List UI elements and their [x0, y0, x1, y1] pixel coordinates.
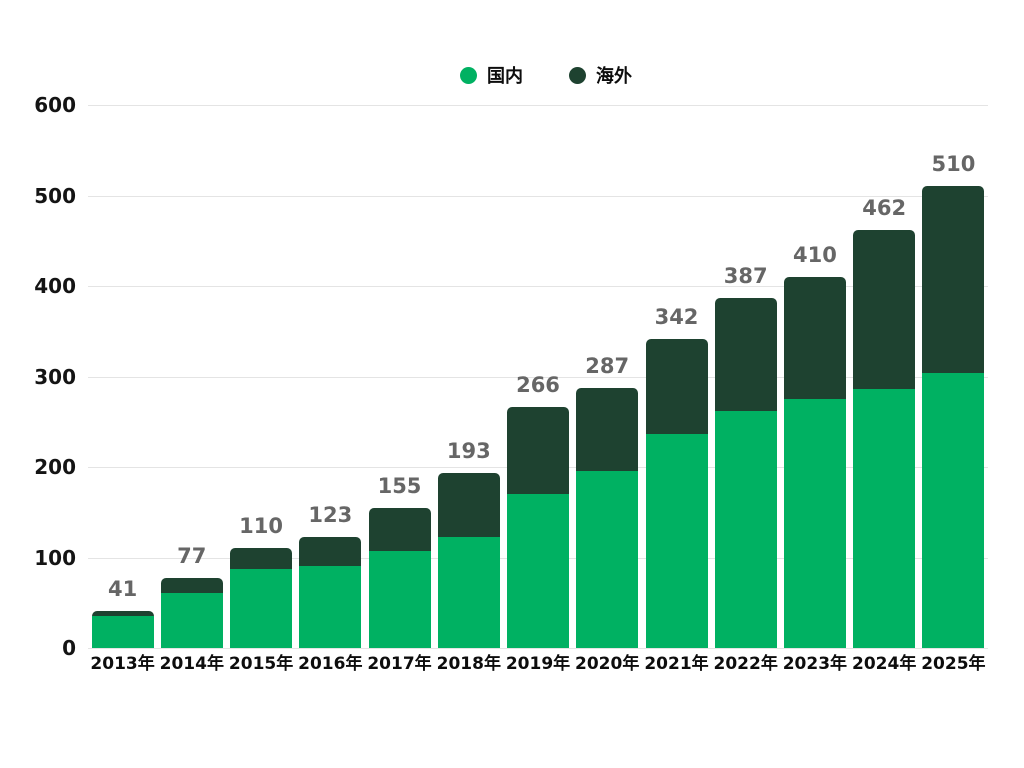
total-value-label-2014年: 77	[177, 544, 207, 569]
bar-segment-domestic-2024年	[853, 389, 916, 648]
x-axis-label-2019年: 2019年	[505, 654, 571, 674]
bar-segment-domestic-2015年	[230, 569, 293, 648]
y-axis-tick-100: 100	[34, 545, 76, 570]
x-axis-label-2023年: 2023年	[782, 654, 848, 674]
x-axis-label-2025年: 2025年	[921, 654, 986, 674]
total-value-label-2025年: 510	[931, 152, 976, 177]
domestic-color-dot-icon	[460, 66, 477, 84]
bar-segment-overseas-2022年	[714, 297, 777, 411]
bar-segment-overseas-2023年	[783, 276, 846, 400]
y-axis-tick-200: 200	[34, 455, 76, 479]
total-value-label-2021年: 342	[654, 304, 699, 329]
y-axis-tick-400: 400	[34, 274, 76, 298]
total-value-label-2022年: 387	[723, 263, 768, 288]
total-value-label-2023年: 410	[792, 242, 837, 267]
bar-segment-overseas-2020年	[576, 388, 639, 471]
x-axis-label-2017年: 2017年	[367, 654, 432, 674]
gridline-y-0	[88, 648, 988, 649]
legend-label-domestic: 国内	[487, 66, 523, 87]
x-axis-label-2024年: 2024年	[852, 654, 917, 674]
bar-segment-domestic-2025年	[922, 372, 985, 648]
bar-segment-overseas-2017年	[368, 507, 431, 552]
x-axis-label-2022年: 2022年	[713, 654, 778, 674]
bar-segment-domestic-2017年	[368, 551, 431, 648]
x-axis-label-2018年: 2018年	[436, 654, 501, 674]
gridline-y-600	[88, 105, 988, 106]
bar-segment-overseas-2014年	[160, 578, 223, 593]
x-axis-label-2020年: 2020年	[575, 654, 640, 674]
bar-segment-domestic-2013年	[91, 616, 154, 648]
bar-segment-domestic-2016年	[299, 565, 362, 648]
total-value-label-2020年: 287	[585, 354, 630, 379]
gridline-y-300	[88, 376, 988, 378]
x-axis-label-2021年: 2021年	[644, 654, 709, 674]
y-axis-tick-500: 500	[34, 183, 76, 208]
bar-segment-overseas-2015年	[230, 548, 293, 570]
bar-segment-domestic-2021年	[645, 434, 708, 648]
gridline-y-400	[88, 286, 988, 287]
bar-segment-overseas-2013年	[91, 610, 154, 617]
bar-segment-domestic-2019年	[507, 494, 569, 648]
bar-segment-overseas-2019年	[507, 407, 569, 495]
bar-segment-overseas-2016年	[299, 536, 362, 566]
total-value-label-2024年: 462	[862, 195, 907, 220]
legend-item-domestic: 国内	[460, 62, 523, 88]
bar-segment-overseas-2021年	[645, 338, 708, 435]
total-value-label-2019年: 266	[516, 373, 560, 398]
x-axis-label-2013年: 2013年	[90, 654, 155, 674]
gridline-y-500	[88, 195, 988, 197]
bar-segment-overseas-2025年	[922, 186, 985, 373]
x-axis-label-2016年: 2016年	[298, 654, 363, 674]
y-axis-tick-0: 0	[62, 636, 76, 660]
total-value-label-2015年: 110	[239, 514, 284, 539]
bar-segment-overseas-2018年	[437, 473, 500, 537]
bar-segment-domestic-2018年	[437, 536, 500, 648]
y-axis-tick-300: 300	[34, 364, 76, 389]
legend-item-overseas: 海外	[569, 62, 632, 88]
chart-legend: 国内 海外	[34, 62, 1024, 88]
total-value-label-2016年: 123	[308, 502, 353, 527]
overseas-color-dot-icon	[569, 66, 586, 84]
total-value-label-2018年: 193	[446, 439, 491, 464]
legend-label-overseas: 海外	[596, 66, 632, 87]
x-axis-label-2015年: 2015年	[228, 654, 294, 674]
y-axis-tick-600: 600	[34, 93, 76, 117]
bar-segment-domestic-2023年	[783, 399, 846, 648]
total-value-label-2017年: 155	[377, 473, 422, 498]
bar-segment-overseas-2024年	[853, 229, 916, 390]
bar-segment-domestic-2020年	[576, 470, 639, 648]
x-axis-label-2014年: 2014年	[159, 654, 224, 674]
bar-segment-domestic-2022年	[714, 410, 777, 648]
bar-segment-domestic-2014年	[160, 592, 223, 648]
total-value-label-2013年: 41	[107, 576, 138, 601]
